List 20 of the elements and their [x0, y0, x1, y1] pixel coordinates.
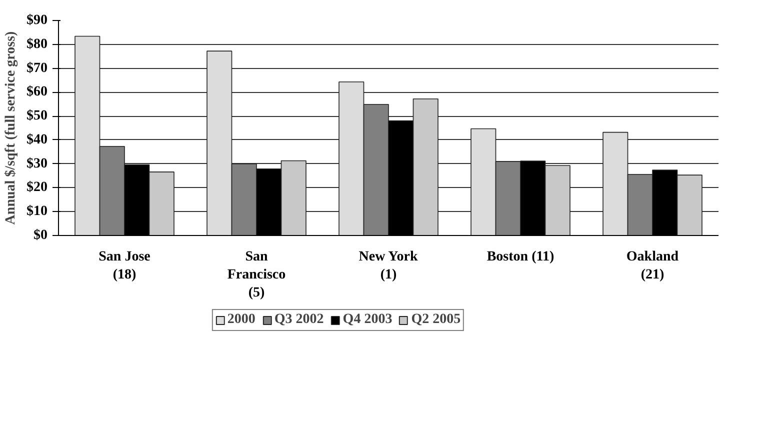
- y-tick-label: $20: [26, 180, 48, 196]
- x-tick-label: San Francisco (5): [227, 250, 286, 300]
- y-tick-label: $10: [26, 204, 48, 220]
- x-tick-label: San Jose (18): [98, 250, 150, 282]
- y-axis-title: Annual $/sqft (full service gross): [4, 30, 18, 225]
- x-tick-label: Oakland (21): [626, 250, 679, 282]
- x-tick-label: New York (1): [358, 250, 418, 282]
- y-tick-label: $0: [34, 228, 48, 243]
- y-tick-label: $70: [26, 60, 48, 76]
- y-tick-label: $30: [26, 156, 48, 172]
- legend-label: 2000: [227, 312, 256, 328]
- legend-label: Q3 2002: [274, 312, 324, 328]
- y-tick-label: $60: [26, 84, 48, 100]
- y-tick-label: $90: [26, 13, 48, 28]
- x-tick-label: Boston (11): [486, 250, 554, 264]
- legend-label: Q4 2003: [342, 312, 392, 328]
- y-tick-label: $40: [26, 132, 48, 148]
- y-tick-label: $80: [26, 36, 48, 52]
- legend-label: Q2 2005: [411, 312, 461, 328]
- y-tick-label: $50: [26, 108, 48, 124]
